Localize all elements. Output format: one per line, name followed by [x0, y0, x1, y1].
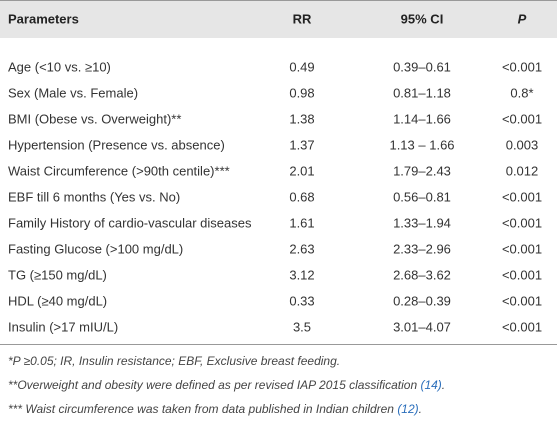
cell: TG (≥150 mg/dL) — [8, 267, 107, 282]
cell: <0.001 — [502, 189, 542, 204]
cell: 2.33–2.96 — [393, 241, 451, 256]
cell: 1.79–2.43 — [393, 163, 451, 178]
footnote-text: *P ≥0.05; IR, Insulin resistance; EBF, E… — [8, 354, 340, 368]
cell: 2.01 — [289, 163, 314, 178]
cell: 0.28–0.39 — [393, 293, 451, 308]
footnote: **Overweight and obesity were defined as… — [8, 378, 445, 392]
footnote-text: . — [419, 402, 422, 416]
cell: <0.001 — [502, 267, 542, 282]
cell: <0.001 — [502, 111, 542, 126]
cell: Family History of cardio-vascular diseas… — [8, 215, 252, 230]
cell: HDL (≥40 mg/dL) — [8, 293, 107, 308]
cell: EBF till 6 months (Yes vs. No) — [8, 189, 180, 204]
cell: 0.81–1.18 — [393, 85, 451, 100]
cell: 2.68–3.62 — [393, 267, 451, 282]
cell: Hypertension (Presence vs. absence) — [8, 137, 225, 152]
cell: <0.001 — [502, 293, 542, 308]
cell: <0.001 — [502, 319, 542, 334]
cell: <0.001 — [502, 241, 542, 256]
cell: 1.37 — [289, 137, 314, 152]
cell: Insulin (>17 mIU/L) — [8, 319, 118, 334]
cell: 0.56–0.81 — [393, 189, 451, 204]
cell: 0.012 — [506, 163, 539, 178]
cell: Fasting Glucose (>100 mg/dL) — [8, 241, 183, 256]
cell: 0.8* — [510, 85, 533, 100]
header-cell: RR — [293, 11, 312, 26]
cell: 0.98 — [289, 85, 314, 100]
footnote-text: . — [442, 378, 445, 392]
header-background — [0, 0, 557, 38]
cell: 1.14–1.66 — [393, 111, 451, 126]
cell: 3.12 — [289, 267, 314, 282]
footnote: *P ≥0.05; IR, Insulin resistance; EBF, E… — [8, 354, 340, 368]
cell: 0.33 — [289, 293, 314, 308]
cell: 0.68 — [289, 189, 314, 204]
cell: <0.001 — [502, 59, 542, 74]
footnote-text: **Overweight and obesity were defined as… — [8, 378, 420, 392]
cell: 1.38 — [289, 111, 314, 126]
cell: Waist Circumference (>90th centile)*** — [8, 163, 230, 178]
footnote-text: *** Waist circumference was taken from d… — [8, 402, 397, 416]
reference-link: (12) — [397, 402, 418, 416]
cell: BMI (Obese vs. Overweight)** — [8, 111, 181, 126]
footnote: *** Waist circumference was taken from d… — [8, 402, 422, 416]
header-cell: P — [518, 11, 527, 26]
cell: 2.63 — [289, 241, 314, 256]
header-cell: 95% CI — [401, 11, 444, 26]
cell: 0.003 — [506, 137, 539, 152]
cell: 0.39–0.61 — [393, 59, 451, 74]
cell: 1.61 — [289, 215, 314, 230]
cell: 1.13 – 1.66 — [389, 137, 454, 152]
cell: 1.33–1.94 — [393, 215, 451, 230]
cell: Age (<10 vs. ≥10) — [8, 59, 111, 74]
cell: 0.49 — [289, 59, 314, 74]
cell: 3.5 — [293, 319, 311, 334]
reference-link: (14) — [420, 378, 441, 392]
cell: <0.001 — [502, 215, 542, 230]
cell: 3.01–4.07 — [393, 319, 451, 334]
header-cell: Parameters — [8, 11, 79, 26]
cell: Sex (Male vs. Female) — [8, 85, 138, 100]
